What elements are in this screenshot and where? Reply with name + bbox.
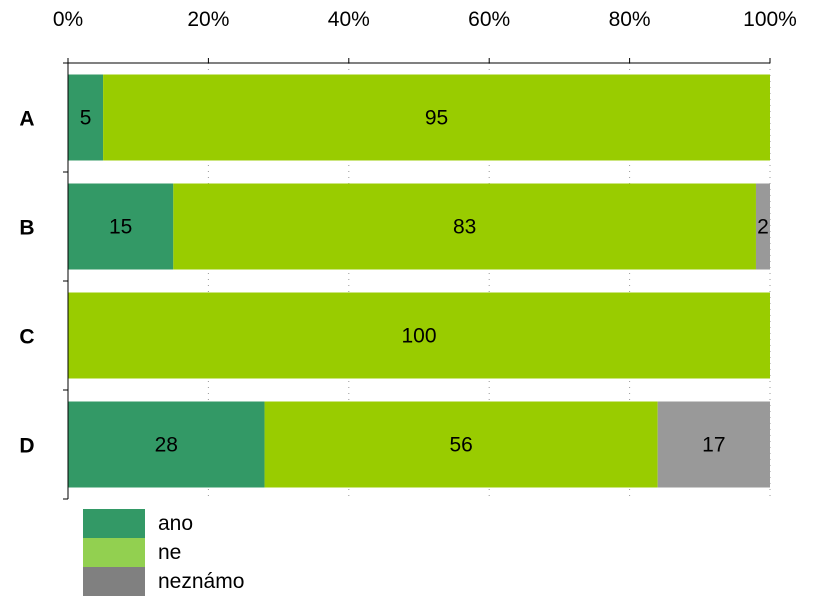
data-label: 56 <box>449 434 472 457</box>
bar-segment <box>657 401 770 488</box>
bar-segment <box>68 183 174 270</box>
data-label: 95 <box>425 107 448 130</box>
legend-swatch-ano <box>83 509 145 538</box>
legend-swatch-neznamo <box>83 567 145 596</box>
legend-label-ne: ne <box>158 541 182 564</box>
legend-label-ano: ano <box>158 512 194 535</box>
data-label: 5 <box>80 107 92 130</box>
x-tick-label: 40% <box>328 8 370 31</box>
category-label: C <box>19 326 34 349</box>
x-tick-label: 20% <box>187 8 229 31</box>
category-label: A <box>19 108 34 131</box>
data-label: 15 <box>109 216 132 239</box>
bar-segment <box>68 74 104 161</box>
category-label: B <box>19 217 34 240</box>
bar-segment <box>68 292 770 379</box>
bar-segment <box>68 401 265 488</box>
data-label: 83 <box>453 216 476 239</box>
bar-segment <box>103 74 771 161</box>
data-label: 100 <box>401 325 436 348</box>
legend-swatch-ne <box>83 538 145 567</box>
bar-segment <box>264 401 658 488</box>
legend-label-neznamo: neznámo <box>158 570 245 593</box>
category-label: D <box>19 435 34 458</box>
data-label: 2 <box>757 216 769 239</box>
x-tick-label: 0% <box>53 8 83 31</box>
data-label: 17 <box>702 434 725 457</box>
x-tick-label: 100% <box>743 8 797 31</box>
x-tick-label: 60% <box>468 8 510 31</box>
bar-segment <box>173 183 756 270</box>
data-label: 28 <box>155 434 178 457</box>
bar-segment <box>755 183 770 270</box>
x-tick-label: 80% <box>609 8 651 31</box>
